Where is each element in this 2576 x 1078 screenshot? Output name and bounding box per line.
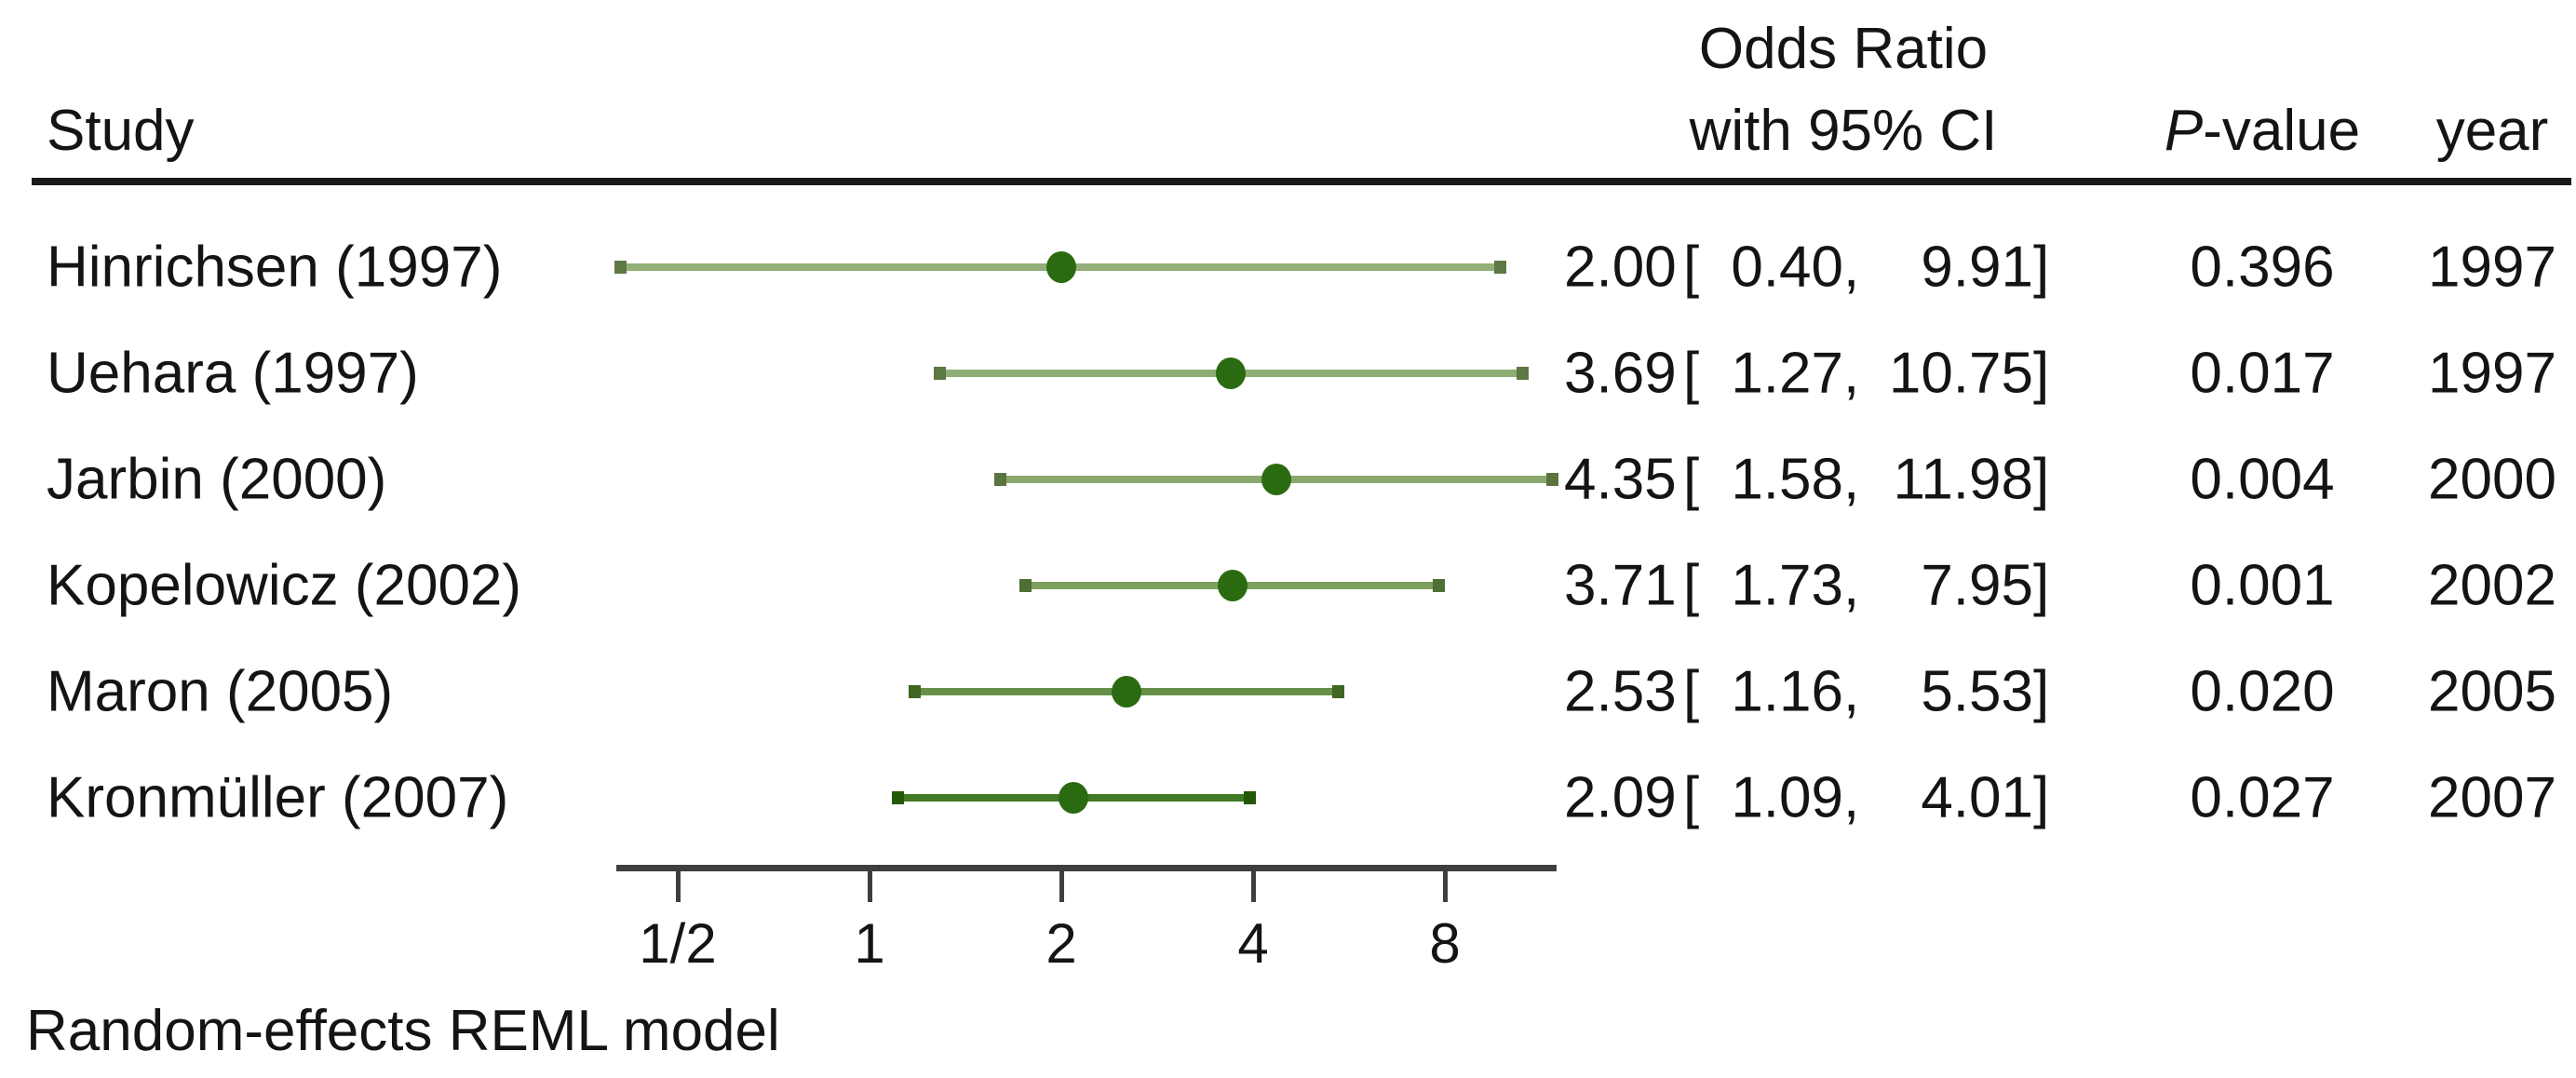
- x-axis-tick: [1059, 865, 1064, 902]
- ci-comma: ,: [1843, 659, 1860, 724]
- ci-comma: ,: [1843, 341, 1860, 406]
- or-value: 4.35: [1564, 447, 1677, 512]
- ci-close-bracket: ]: [2033, 341, 2050, 406]
- study-row: Jarbin (2000) 4.35[1.58, 11.98] 0.004 2000: [0, 426, 2576, 532]
- or-value: 2.53: [1564, 659, 1677, 724]
- study-label: Uehara (1997): [47, 341, 419, 406]
- ci-text-cell: 2.53[1.16, 5.53]: [1564, 659, 2049, 725]
- ci-lower-value: 1.73: [1731, 553, 1843, 618]
- ci-upper-value: 7.95: [1921, 553, 2033, 618]
- x-axis-tick: [1251, 865, 1256, 902]
- ci-close-bracket: ]: [2033, 553, 2050, 618]
- year-cell: 2000: [2428, 447, 2556, 512]
- ci-text-cell: 2.09[1.09, 4.01]: [1564, 765, 2049, 831]
- effect-marker: [1059, 782, 1089, 814]
- pvalue-cell: 0.001: [2190, 553, 2335, 618]
- ci-close-bracket: ]: [2033, 447, 2050, 512]
- x-axis-tick-label: 2: [1045, 912, 1077, 975]
- or-value: 3.71: [1564, 553, 1677, 618]
- pvalue-cell: 0.017: [2190, 341, 2335, 406]
- ci-comma: ,: [1843, 765, 1860, 830]
- ci-open-bracket: [: [1683, 447, 1700, 512]
- x-axis-tick-label: 1/2: [639, 912, 717, 975]
- ci-open-bracket: [: [1683, 553, 1700, 618]
- x-axis-tick: [676, 865, 681, 902]
- effect-marker: [1046, 251, 1076, 283]
- study-label: Maron (2005): [47, 659, 394, 724]
- effect-marker: [1216, 357, 1247, 389]
- study-row: Hinrichsen (1997) 2.00[0.40, 9.91] 0.396 199…: [0, 214, 2576, 320]
- ci-close-bracket: ]: [2033, 765, 2050, 830]
- study-label: Jarbin (2000): [47, 447, 387, 512]
- ci-upper-value: 11.98: [1893, 447, 2033, 512]
- pvalue-header-italic-p: P: [2164, 99, 2204, 163]
- ci-text-cell: 2.00[0.40, 9.91]: [1564, 235, 2049, 301]
- or-value: 2.09: [1564, 765, 1677, 830]
- column-header-pvalue: P-value: [2155, 102, 2369, 160]
- study-label: Hinrichsen (1997): [47, 235, 503, 300]
- year-cell: 1997: [2428, 235, 2556, 300]
- year-cell: 2007: [2428, 765, 2556, 830]
- column-header-study: Study: [47, 99, 195, 163]
- ci-text-cell: 3.71[1.73, 7.95]: [1564, 553, 2049, 619]
- model-footnote: Random-effects REML model: [26, 999, 780, 1063]
- header-rule: [32, 178, 2571, 185]
- study-row: Kronmüller (2007) 2.09[1.09, 4.01] 0.027 200…: [0, 745, 2576, 851]
- ci-upper-value: 9.91: [1921, 235, 2033, 300]
- ci-comma: ,: [1843, 235, 1860, 300]
- ci-lower-value: 1.58: [1731, 447, 1843, 512]
- x-axis-tick: [868, 865, 872, 902]
- ci-lower-value: 1.27: [1731, 341, 1843, 406]
- ci-lower-value: 1.16: [1731, 659, 1843, 724]
- ci-open-bracket: [: [1683, 765, 1700, 830]
- ci-close-bracket: ]: [2033, 235, 2050, 300]
- ci-comma: ,: [1843, 553, 1860, 618]
- x-axis-tick-label: 4: [1237, 912, 1269, 975]
- year-cell: 1997: [2428, 341, 2556, 406]
- study-row: Kopelowicz (2002) 3.71[1.73, 7.95] 0.001 200…: [0, 532, 2576, 639]
- year-cell: 2005: [2428, 659, 2556, 724]
- effect-marker: [1261, 464, 1291, 495]
- ci-upper-value: 5.53: [1921, 659, 2033, 724]
- ci-comma: ,: [1843, 447, 1860, 512]
- effect-marker: [1111, 676, 1141, 707]
- study-label: Kopelowicz (2002): [47, 553, 522, 618]
- year-cell: 2002: [2428, 553, 2556, 618]
- ci-open-bracket: [: [1683, 341, 1700, 406]
- x-axis-line: [615, 865, 1557, 871]
- column-header-odds-ratio-line2: with 95% CI: [1689, 99, 1998, 163]
- effect-marker: [1217, 570, 1248, 601]
- x-axis-tick-label: 1: [854, 912, 885, 975]
- ci-close-bracket: ]: [2033, 659, 2050, 724]
- pvalue-cell: 0.004: [2190, 447, 2335, 512]
- ci-lower-value: 1.09: [1731, 765, 1843, 830]
- pvalue-cell: 0.027: [2190, 765, 2335, 830]
- ci-open-bracket: [: [1683, 235, 1700, 300]
- column-header-odds-ratio-line1: Odds Ratio: [1698, 17, 1989, 81]
- column-header-year: year: [2435, 99, 2549, 163]
- ci-text-cell: 4.35[1.58, 11.98]: [1564, 447, 2049, 513]
- ci-lower-value: 0.40: [1731, 235, 1843, 300]
- pvalue-cell: 0.020: [2190, 659, 2335, 724]
- study-row: Maron (2005) 2.53[1.16, 5.53] 0.020 2005: [0, 639, 2576, 745]
- ci-open-bracket: [: [1683, 659, 1700, 724]
- ci-upper-value: 4.01: [1921, 765, 2033, 830]
- x-axis-tick-label: 8: [1429, 912, 1461, 975]
- x-axis-tick: [1443, 865, 1448, 902]
- pvalue-cell: 0.396: [2190, 235, 2335, 300]
- study-row: Uehara (1997) 3.69[1.27, 10.75] 0.017 1997: [0, 320, 2576, 426]
- pvalue-header-rest: -value: [2203, 99, 2361, 163]
- ci-upper-value: 10.75: [1888, 341, 2033, 406]
- study-label: Kronmüller (2007): [47, 765, 509, 830]
- or-value: 3.69: [1564, 341, 1677, 406]
- or-value: 2.00: [1564, 235, 1677, 300]
- ci-text-cell: 3.69[1.27, 10.75]: [1564, 341, 2049, 407]
